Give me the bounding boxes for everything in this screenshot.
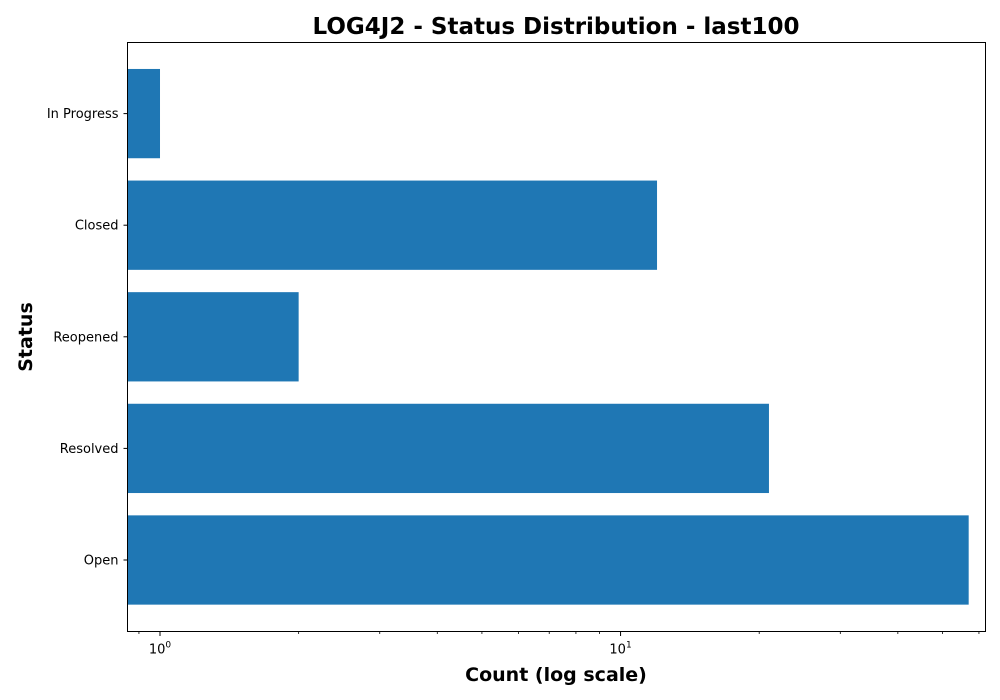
x-axis-label: Count (log scale)	[465, 664, 647, 686]
bar-resolved	[127, 403, 769, 494]
x-tick-label-0: 100	[149, 641, 172, 658]
plot-frame	[127, 42, 986, 632]
bar-open	[127, 515, 969, 605]
x-axis-ticks: 100 101	[138, 631, 980, 658]
bar-reopened	[127, 292, 299, 382]
chart-title: LOG4J2 - Status Distribution - last100	[313, 14, 800, 40]
y-axis-label: Status	[15, 302, 37, 372]
y-tick-label-in-progress: In Progress	[47, 107, 119, 122]
y-tick-label-reopened: Reopened	[53, 330, 118, 345]
x-tick-label-1: 101	[609, 641, 631, 658]
y-tick-label-resolved: Resolved	[60, 442, 119, 457]
y-tick-label-closed: Closed	[75, 219, 119, 234]
y-tick-label-open: Open	[84, 554, 119, 569]
bar-closed	[127, 180, 658, 270]
y-axis-ticks: Open Resolved Reopened Closed In Progress	[47, 107, 128, 569]
bars-group	[127, 68, 969, 605]
bar-in-progress	[127, 68, 161, 159]
